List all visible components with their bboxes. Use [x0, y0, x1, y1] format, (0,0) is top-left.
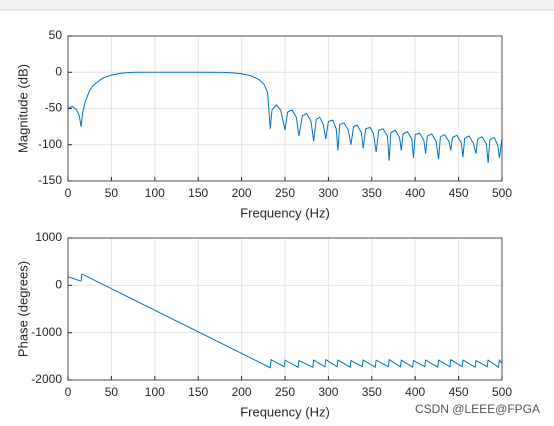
axes-box [67, 237, 503, 381]
x-tick-label: 150 [188, 186, 208, 200]
y-tick-label: 1000 [35, 230, 62, 244]
watermark: CSDN @LEEE@FPGA [415, 402, 540, 416]
x-tick-label: 250 [275, 385, 295, 399]
y-tick-label: -1000 [31, 325, 62, 339]
x-tick-label: 350 [362, 385, 382, 399]
x-tick-label: 50 [105, 385, 119, 399]
x-tick-label: 400 [405, 385, 425, 399]
toolbar-strip [0, 0, 554, 10]
y-axis-label: Magnitude (dB) [15, 64, 30, 153]
y-tick-label: -150 [38, 173, 62, 187]
x-tick-label: 350 [362, 186, 382, 200]
x-axis-label: Frequency (Hz) [240, 404, 330, 419]
x-tick-label: 450 [449, 186, 469, 200]
x-tick-label: 300 [318, 186, 338, 200]
x-tick-label: 200 [232, 186, 252, 200]
x-tick-label: 0 [65, 186, 72, 200]
y-tick-label: 0 [55, 64, 62, 78]
y-tick-label: 0 [55, 278, 62, 292]
data-line [67, 273, 503, 369]
x-tick-label: 450 [449, 385, 469, 399]
x-tick-label: 250 [275, 186, 295, 200]
y-tick-label: 50 [49, 28, 63, 42]
x-tick-label: 200 [232, 385, 252, 399]
y-tick-label: -2000 [31, 372, 62, 386]
x-tick-label: 500 [492, 186, 512, 200]
x-tick-label: 100 [145, 385, 165, 399]
x-tick-label: 400 [405, 186, 425, 200]
x-tick-label: 50 [105, 186, 119, 200]
x-tick-label: 300 [318, 385, 338, 399]
x-tick-label: 150 [188, 385, 208, 399]
x-tick-label: 0 [65, 385, 72, 399]
axes-box [67, 35, 503, 182]
x-tick-label: 500 [492, 385, 512, 399]
data-line [67, 71, 503, 163]
y-tick-label: -100 [38, 137, 62, 151]
y-tick-label: -50 [45, 101, 63, 115]
x-axis-label: Frequency (Hz) [240, 205, 330, 220]
x-tick-label: 100 [145, 186, 165, 200]
y-axis-label: Phase (degrees) [15, 261, 30, 357]
